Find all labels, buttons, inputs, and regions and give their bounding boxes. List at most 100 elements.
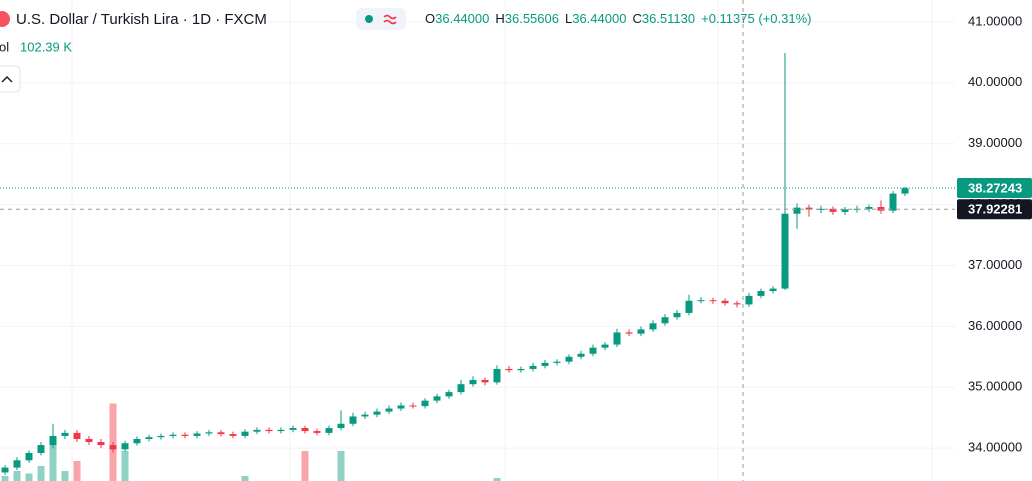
collapse-button[interactable]: [0, 65, 21, 93]
volume-bar: [25, 473, 33, 481]
candle-body: [805, 207, 813, 210]
symbol-icon: [0, 11, 10, 27]
y-tick-label: 35.00000: [968, 379, 1022, 394]
candle-body: [649, 323, 657, 330]
candle-body: [181, 434, 189, 436]
candle-body: [733, 303, 741, 305]
candle-body: [901, 188, 909, 194]
candle-body: [481, 379, 489, 383]
candle-body: [829, 208, 837, 212]
candle-body: [157, 435, 165, 438]
candle-body: [661, 317, 669, 324]
candle-body: [349, 416, 357, 424]
candle-body: [697, 300, 705, 302]
candle-body: [337, 423, 345, 429]
candle-body: [613, 332, 621, 345]
candle-body: [277, 429, 285, 432]
status-pill[interactable]: [356, 8, 406, 30]
volume-bar: [61, 471, 69, 481]
candle-body: [253, 429, 261, 432]
candle-body: [373, 411, 381, 415]
ohlc-key: H: [495, 11, 504, 26]
candle-body: [457, 384, 465, 393]
candle-body: [85, 438, 93, 443]
candle-body: [37, 445, 45, 453]
volume-bar: [241, 476, 249, 481]
candle-body: [49, 435, 57, 446]
candle-body: [601, 344, 609, 348]
volume-pane: [1, 403, 501, 481]
candle-body: [145, 437, 153, 439]
y-tick-label: 34.00000: [968, 440, 1022, 455]
ohlc-key: C: [632, 11, 641, 26]
ohlc-value: 36.51130: [642, 11, 695, 26]
volume-label: ol: [0, 39, 9, 54]
candle-body: [361, 414, 369, 417]
candle-body: [577, 353, 585, 357]
candle-body: [589, 347, 597, 354]
candle-body: [109, 445, 117, 450]
market-status-dot: [365, 15, 373, 23]
volume-bar: [301, 451, 309, 481]
candle-body: [817, 208, 825, 210]
candles: [1, 52, 909, 475]
candle-body: [517, 368, 525, 371]
ohlc-value: 36.44000: [572, 11, 626, 26]
y-tick-label: 41.00000: [968, 13, 1022, 28]
candle-body: [541, 362, 549, 366]
candle-body: [493, 368, 501, 383]
candle-body: [529, 365, 537, 369]
candle-body: [97, 442, 105, 446]
candle-body: [205, 432, 213, 434]
last-price-box: [957, 177, 1032, 198]
change-value: +0.11375 (+0.31%): [701, 11, 811, 26]
candle-body: [121, 443, 129, 450]
candle-body: [301, 428, 309, 432]
y-tick-label: 36.00000: [968, 318, 1022, 333]
volume-bar: [121, 451, 129, 481]
delay-icon: [383, 14, 397, 25]
overlay: [0, 0, 955, 481]
candle-body: [757, 291, 765, 296]
crosshair-price-box: [957, 199, 1032, 220]
volume-bar: [49, 436, 57, 481]
grid: [0, 0, 955, 481]
candle-body: [433, 396, 441, 401]
candle-body: [241, 431, 249, 436]
candle-body: [265, 429, 273, 432]
candle-body: [889, 193, 897, 211]
candle-body: [565, 356, 573, 362]
volume-bar: [13, 471, 21, 481]
header: U.S. Dollar / Turkish Lira · 1D · FXCM O…: [0, 8, 811, 93]
candle-body: [445, 392, 453, 397]
volume-bar: [73, 461, 81, 481]
candle-body: [505, 368, 513, 371]
candle-body: [73, 432, 81, 439]
candle-body: [409, 405, 417, 407]
candle-body: [169, 434, 177, 436]
candle-body: [133, 438, 141, 444]
candle-body: [637, 329, 645, 334]
candle-body: [793, 207, 801, 214]
candle-body: [721, 300, 729, 304]
candle-body: [469, 379, 477, 385]
candle-body: [385, 408, 393, 412]
candle-body: [865, 207, 873, 209]
candle-body: [673, 312, 681, 318]
candle-body: [685, 300, 693, 313]
volume-bar: [337, 451, 345, 481]
candle-body: [745, 295, 753, 305]
ohlc-key: L: [565, 11, 572, 26]
price-axis: 34.0000035.0000036.0000037.0000038.00000…: [957, 13, 1032, 455]
candle-body: [553, 361, 561, 363]
ohlc-value: 36.44000: [435, 11, 489, 26]
candle-body: [325, 428, 333, 433]
candle-body: [625, 332, 633, 334]
y-tick-label: 37.00000: [968, 257, 1022, 272]
symbol-title: U.S. Dollar / Turkish Lira · 1D · FXCM: [16, 11, 267, 28]
candle-body: [781, 213, 789, 289]
ohlc-key: O: [425, 11, 435, 26]
volume-value: 102.39 K: [20, 39, 72, 54]
